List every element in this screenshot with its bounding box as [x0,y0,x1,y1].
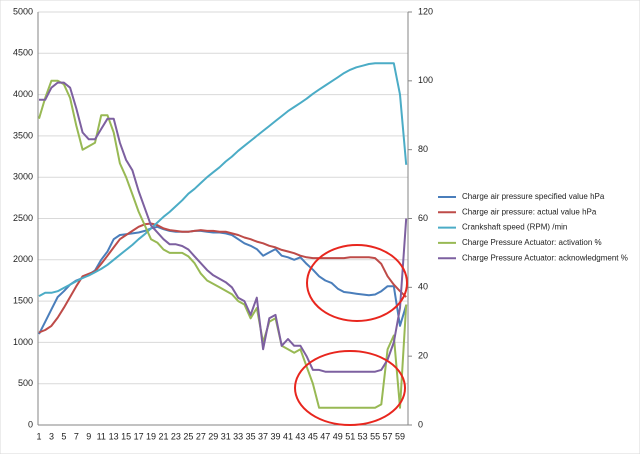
y-tick-label: 500 [18,378,33,388]
y-tick-label: 3500 [13,130,33,140]
y2-tick-label: 100 [418,75,433,85]
x-tick-label: 39 [271,431,281,441]
y2-tick-label: 120 [418,6,433,16]
x-tick-label: 47 [320,431,330,441]
y-tick-label: 1500 [13,295,33,305]
x-tick-label: 1 [36,431,41,441]
x-tick-label: 5 [61,431,66,441]
x-tick-label: 27 [196,431,206,441]
legend-text: Charge air pressure: actual value hPa [462,207,597,216]
legend-text: Charge Pressure Actuator: activation % [462,238,602,247]
y2-tick-label: 80 [418,144,428,154]
y-tick-label: 3000 [13,172,33,182]
series-line [38,79,408,409]
x-tick-label: 31 [221,431,231,441]
x-tick-label: 11 [97,431,106,441]
x-tick-label: 37 [258,431,268,441]
x-tick-label: 15 [121,431,131,441]
y-tick-label: 2000 [13,254,33,264]
x-tick-label: 21 [158,431,168,441]
x-tick-label: 49 [333,431,343,441]
x-tick-label: 23 [171,431,181,441]
legend-text: Charge Pressure Actuator: acknowledgment… [462,253,628,262]
x-tick-label: 45 [308,431,318,441]
y-tick-label: 5000 [13,6,33,16]
y-tick-label: 0 [28,419,33,429]
series-line [38,62,408,297]
x-tick-label: 29 [208,431,218,441]
x-tick-label: 51 [345,431,355,441]
x-tick-label: 55 [370,431,380,441]
x-tick-label: 25 [183,431,193,441]
x-tick-label: 9 [86,431,91,441]
series-line [38,225,408,335]
y-tick-label: 4000 [13,89,33,99]
highlight-circle [306,244,408,322]
x-tick-label: 35 [246,431,256,441]
y2-tick-label: 40 [418,282,428,292]
y2-tick-label: 20 [418,351,428,361]
legend-text: Crankshaft speed (RPM) /min [462,223,567,232]
legend-text: Charge air pressure specified value hPa [462,192,605,201]
y-tick-label: 1000 [13,337,33,347]
series-line [38,222,407,334]
x-tick-label: 59 [395,431,405,441]
y-tick-label: 2500 [13,213,33,223]
x-tick-label: 7 [74,431,79,441]
y2-tick-label: 60 [418,213,428,223]
series-line [39,81,408,373]
highlight-circle [294,350,406,426]
x-tick-label: 53 [358,431,368,441]
x-tick-label: 17 [134,431,144,441]
x-tick-label: 41 [283,431,293,441]
x-tick-label: 57 [383,431,393,441]
x-tick-label: 13 [109,431,119,441]
x-tick-label: 19 [146,431,156,441]
y2-tick-label: 0 [418,419,423,429]
y-tick-label: 4500 [13,48,33,58]
x-tick-label: 43 [295,431,305,441]
x-tick-label: 33 [233,431,243,441]
x-tick-label: 3 [49,431,54,441]
